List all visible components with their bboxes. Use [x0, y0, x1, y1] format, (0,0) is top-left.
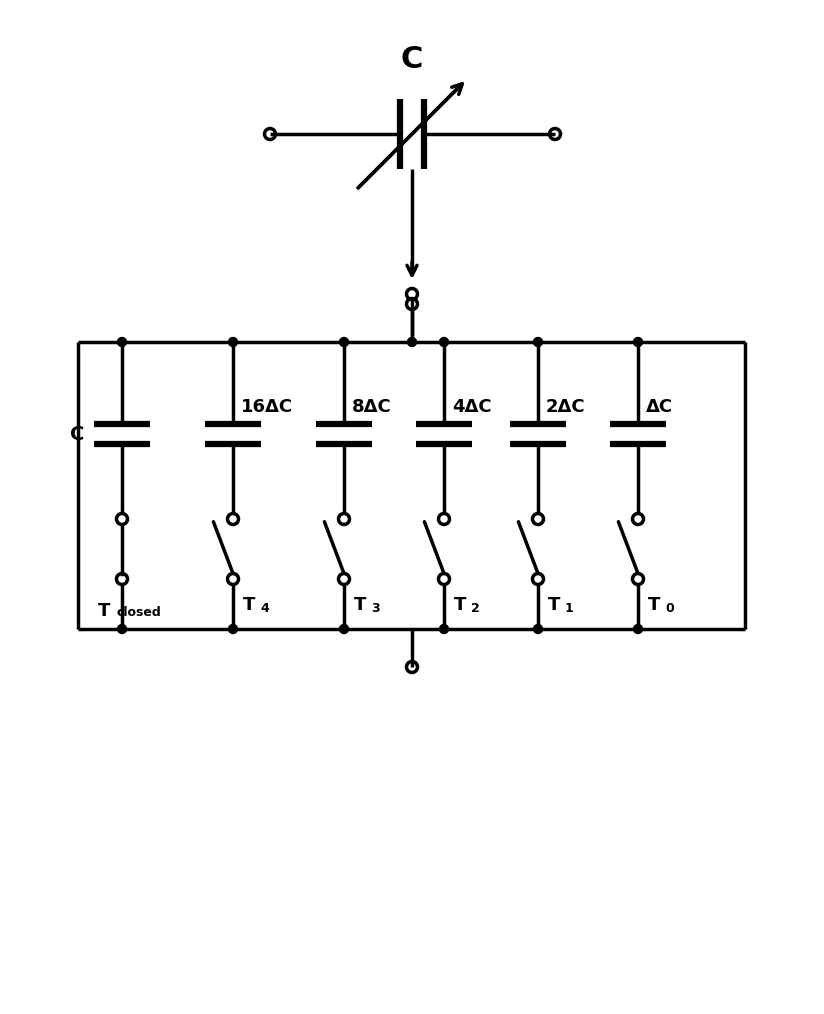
Text: T: T [454, 596, 466, 614]
Circle shape [339, 338, 349, 347]
Circle shape [228, 338, 237, 347]
Circle shape [533, 338, 542, 347]
Text: 2ΔC: 2ΔC [546, 399, 586, 416]
Circle shape [634, 625, 643, 634]
Circle shape [339, 625, 349, 634]
Text: 8ΔC: 8ΔC [352, 399, 391, 416]
Text: closed: closed [116, 606, 161, 620]
Circle shape [118, 625, 127, 634]
Text: C: C [400, 45, 424, 74]
Circle shape [439, 625, 448, 634]
Text: T: T [354, 596, 367, 614]
Text: C: C [69, 425, 84, 443]
Text: T: T [648, 596, 660, 614]
Circle shape [408, 338, 416, 347]
Text: 3: 3 [371, 602, 380, 615]
Text: 2: 2 [471, 602, 480, 615]
Circle shape [228, 625, 237, 634]
Text: 1: 1 [565, 602, 574, 615]
Text: 16ΔC: 16ΔC [241, 399, 293, 416]
Text: 0: 0 [665, 602, 674, 615]
Circle shape [634, 338, 643, 347]
Circle shape [439, 338, 448, 347]
Text: 4: 4 [260, 602, 269, 615]
Text: 4ΔC: 4ΔC [452, 399, 492, 416]
Text: ΔC: ΔC [646, 399, 673, 416]
Text: T: T [97, 602, 110, 621]
Circle shape [533, 625, 542, 634]
Text: T: T [548, 596, 560, 614]
Circle shape [118, 338, 127, 347]
Text: T: T [243, 596, 255, 614]
